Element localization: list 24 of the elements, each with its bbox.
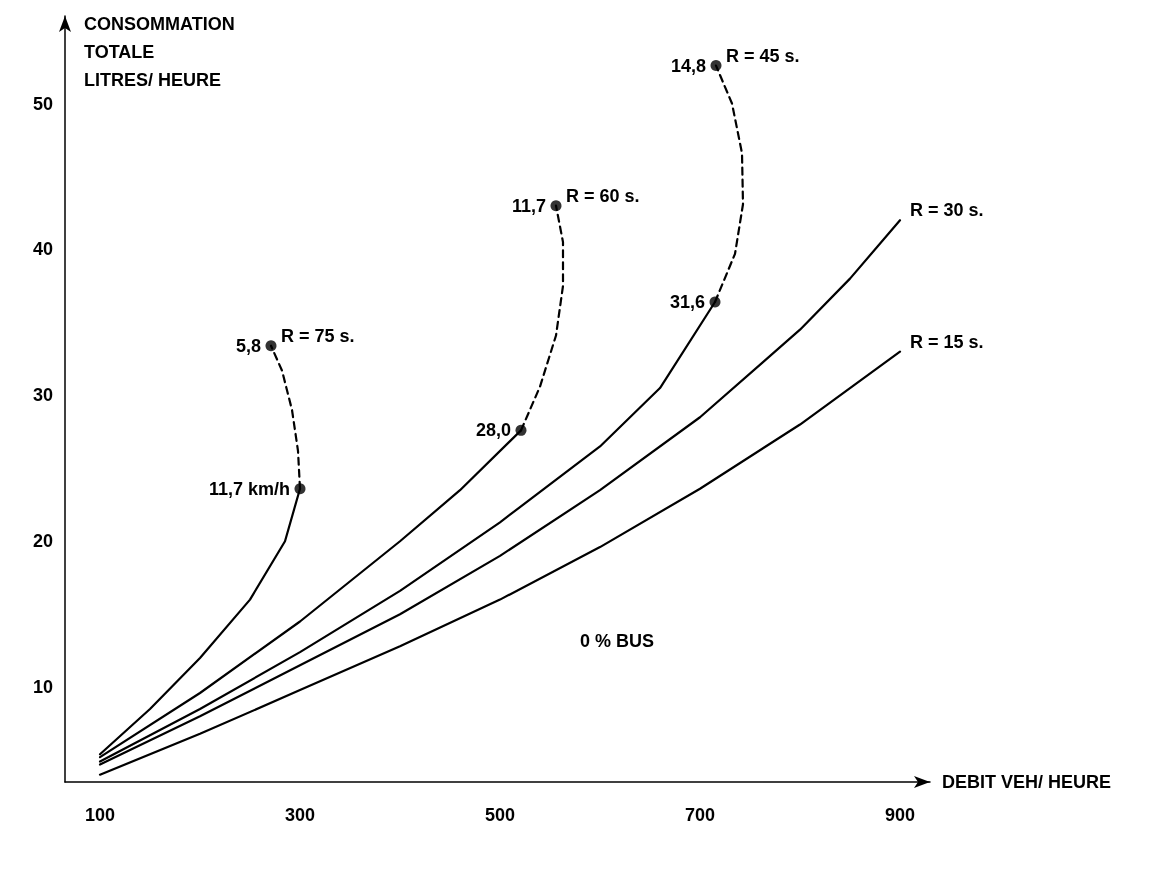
- y-tick-label: 40: [32, 239, 53, 260]
- series-label: R = 75 s.: [281, 325, 355, 346]
- x-tick-label: 300: [284, 805, 316, 825]
- y-tick-label: 20: [32, 531, 53, 552]
- annotation: 14,8: [670, 55, 706, 76]
- annotation: 11,7 km/h: [208, 478, 290, 499]
- x-tick-label: 700: [684, 805, 716, 825]
- x-axis-title: DEBIT VEH/ HEURE: [942, 772, 1112, 792]
- annotation: 11,7: [511, 195, 546, 216]
- y-axis-title: CONSOMMATION TOTALE LITRES/ HEURE: [84, 14, 235, 90]
- annotation: 31,6: [669, 291, 705, 312]
- y-tick-label: 10: [32, 677, 53, 698]
- y-tick-label: 30: [32, 385, 53, 406]
- annotation: 5,8: [235, 335, 261, 356]
- series-label: R = 30 s.: [910, 200, 984, 221]
- annotation: 0 % BUS: [580, 631, 655, 651]
- x-tick-label: 500: [484, 805, 516, 825]
- series-label: R = 60 s.: [566, 185, 640, 206]
- y-tick-label: 50: [32, 93, 53, 114]
- annotation: 28,0: [475, 420, 511, 441]
- x-tick-label: 100: [84, 805, 116, 825]
- x-tick-label: 900: [884, 805, 916, 825]
- series-label: R = 45 s.: [726, 45, 800, 66]
- series-label: R = 15 s.: [910, 331, 984, 352]
